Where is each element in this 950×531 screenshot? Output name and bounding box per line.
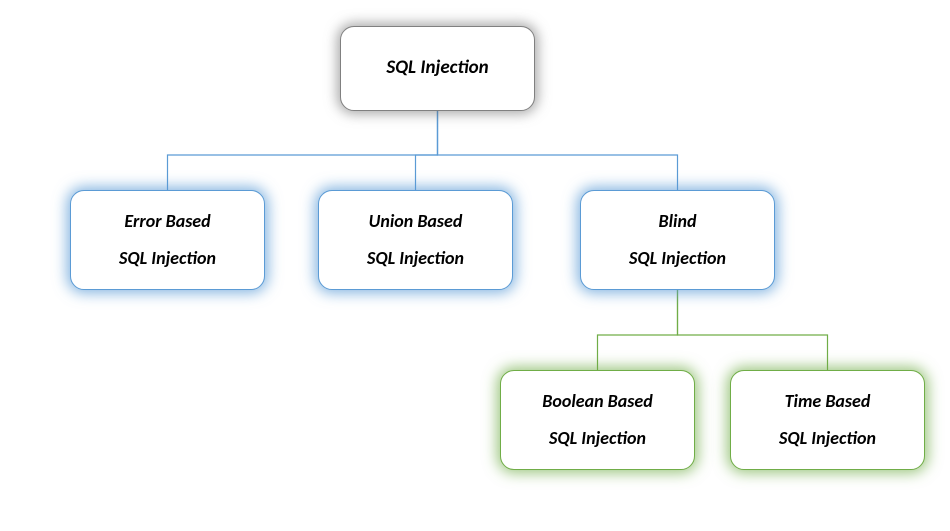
node-error-line1: Error Based — [71, 208, 264, 235]
node-blind: Blind SQL Injection — [580, 190, 775, 290]
node-time-line1: Time Based — [731, 388, 924, 415]
node-blind-line1: Blind — [581, 208, 774, 235]
node-blind-line2: SQL Injection — [581, 245, 774, 272]
node-root: SQL Injection — [340, 26, 535, 111]
node-error-based: Error Based SQL Injection — [70, 190, 265, 290]
node-error-line2: SQL Injection — [71, 245, 264, 272]
node-boolean-line2: SQL Injection — [501, 425, 694, 452]
node-time-based: Time Based SQL Injection — [730, 370, 925, 470]
node-union-based: Union Based SQL Injection — [318, 190, 513, 290]
node-time-line2: SQL Injection — [731, 425, 924, 452]
node-boolean-based: Boolean Based SQL Injection — [500, 370, 695, 470]
node-boolean-line1: Boolean Based — [501, 388, 694, 415]
node-union-line2: SQL Injection — [319, 245, 512, 272]
node-root-label: SQL Injection — [341, 54, 534, 83]
node-union-line1: Union Based — [319, 208, 512, 235]
